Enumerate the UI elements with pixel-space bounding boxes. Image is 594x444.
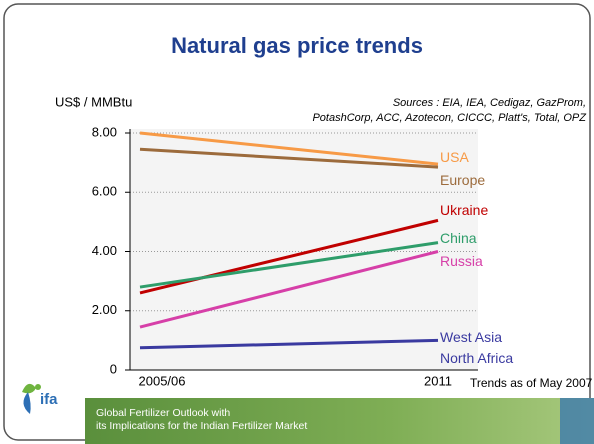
- series-label: USA: [440, 149, 469, 166]
- footer-text: Global Fertilizer Outlook with its Impli…: [96, 407, 307, 433]
- footer-accent: [560, 398, 594, 444]
- footer-line: Global Fertilizer Outlook with: [96, 407, 231, 419]
- y-axis-label: US$ / MMBtu: [55, 94, 132, 109]
- logo-text: ifa: [40, 391, 58, 408]
- ifa-logo: ifa: [22, 383, 58, 414]
- series-label: Europe: [440, 172, 486, 189]
- footer-line: its Implications for the Indian Fertiliz…: [96, 420, 308, 432]
- footer-banner: [85, 398, 594, 444]
- plot-area: [130, 129, 478, 370]
- series-label: Russia: [440, 252, 483, 269]
- annotation: Trends as of May 2007: [470, 376, 593, 390]
- y-tick-label: 8.00: [92, 124, 117, 139]
- y-tick-label: 2.00: [92, 302, 117, 317]
- series-line: [139, 250, 439, 329]
- series-label: China: [440, 229, 477, 246]
- sources: Sources : EIA, IEA, Cedigaz, GazProm,: [393, 97, 586, 109]
- series-label: West Asia North Africa: [440, 329, 514, 367]
- y-tick-label: 0: [110, 361, 117, 376]
- series-label: Ukraine: [440, 202, 489, 219]
- x-tick-label: 2011: [424, 373, 452, 388]
- sources: PotashCorp, ACC, Azotecon, CICCC, Platt'…: [312, 112, 587, 124]
- chart-title: Natural gas price trends: [171, 33, 423, 58]
- y-tick-label: 6.00: [92, 184, 117, 199]
- y-tick-label: 4.00: [92, 243, 117, 258]
- series-line: [139, 131, 439, 166]
- series-line: [139, 147, 439, 169]
- x-tick-label: 2005/06: [139, 373, 186, 388]
- series-line: [139, 338, 439, 350]
- series-line: [139, 241, 439, 289]
